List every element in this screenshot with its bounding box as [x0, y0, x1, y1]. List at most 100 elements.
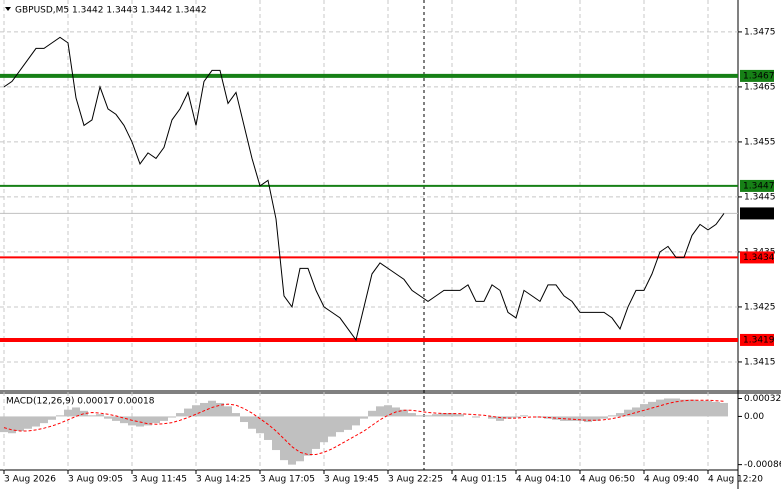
macd-bar	[48, 416, 56, 420]
macd-bar	[248, 416, 256, 429]
macd-bar	[376, 406, 384, 417]
signal-line	[3, 399, 725, 455]
macd-bar	[168, 416, 176, 418]
current-price-box	[740, 207, 774, 220]
macd-bar	[240, 416, 248, 423]
level-label-box	[740, 179, 774, 192]
macd-bar	[136, 416, 144, 427]
macd-bar	[16, 416, 24, 431]
x-tick-label: 4 Aug 12:20	[708, 475, 763, 485]
macd-bar	[144, 416, 152, 426]
macd-bar	[408, 413, 416, 417]
macd-bar	[128, 416, 136, 426]
x-tick-label: 3 Aug 17:05	[260, 475, 315, 485]
price-line	[3, 36, 725, 342]
y-tick-label: 1.3445	[744, 192, 776, 202]
macd-bar	[512, 416, 520, 418]
level-label-box	[740, 69, 774, 82]
macd-bar	[456, 414, 464, 417]
level-label-box	[740, 251, 774, 264]
macd-bar	[448, 413, 456, 417]
x-tick-label: 4 Aug 06:50	[580, 475, 635, 485]
macd-bar	[8, 416, 16, 434]
macd-bar	[288, 416, 296, 465]
macd-bar	[160, 416, 168, 421]
x-tick-label: 3 Aug 19:45	[324, 475, 379, 485]
macd-bar	[192, 405, 200, 417]
macd-bar	[504, 416, 512, 419]
macd-bar	[272, 416, 280, 451]
macd-bar	[496, 416, 504, 421]
y-tick-label: 1.3415	[744, 357, 776, 367]
macd-bar	[224, 406, 232, 417]
macd-bar	[64, 409, 72, 417]
macd-bar	[176, 413, 184, 417]
macd-bar	[416, 415, 424, 417]
level-label: 1.3434	[743, 253, 775, 263]
macd-title: MACD(12,26,9) 0.00017 0.00018	[6, 397, 155, 407]
macd-bar	[616, 413, 624, 417]
macd-bar	[608, 415, 616, 417]
macd-bar	[208, 400, 216, 417]
macd-bar	[520, 415, 528, 417]
level-label: 1.3467	[743, 71, 775, 81]
macd-bar	[400, 409, 408, 417]
macd-bar	[80, 410, 88, 417]
macd-bar	[312, 416, 320, 449]
macd-bar	[72, 407, 80, 417]
macd-bar	[120, 416, 128, 424]
macd-bar	[432, 414, 440, 417]
macd-bar	[40, 416, 48, 424]
macd-bar	[264, 416, 272, 440]
macd-bar	[352, 416, 360, 426]
macd-bar	[296, 416, 304, 462]
macd-bar	[576, 416, 584, 421]
macd-bar	[568, 416, 576, 421]
macd-bar	[656, 399, 664, 417]
macd-bar	[600, 416, 608, 419]
macd-bar	[584, 416, 592, 423]
macd-bar	[696, 400, 704, 417]
y-tick-label: 0.00032	[744, 394, 781, 404]
macd-bar	[424, 415, 432, 417]
macd-bar	[472, 416, 480, 418]
macd-bar	[88, 415, 96, 417]
y-tick-label: 1.3475	[744, 27, 776, 37]
macd-bar	[648, 401, 656, 417]
macd-bar	[680, 399, 688, 417]
y-tick-label: 1.3425	[744, 302, 776, 312]
chart-title: GBPUSD,M5 1.3442 1.3443 1.3442 1.3442	[15, 6, 207, 16]
level-label-box	[740, 333, 774, 346]
x-tick-label: 4 Aug 04:10	[516, 475, 571, 485]
current-price-label: 1.3442	[743, 209, 775, 219]
x-tick-label: 3 Aug 11:45	[132, 475, 187, 485]
macd-bar	[232, 413, 240, 417]
x-tick-label: 4 Aug 01:15	[452, 475, 507, 485]
macd-bar	[184, 408, 192, 417]
macd-bar	[280, 416, 288, 461]
macd-bar	[632, 407, 640, 417]
macd-bar	[344, 416, 352, 430]
macd-bar	[256, 416, 264, 434]
y-tick-label: 0.00	[744, 412, 764, 422]
macd-bar	[304, 416, 312, 456]
macd-bar	[624, 409, 632, 417]
level-label: 1.3447	[743, 181, 775, 191]
x-tick-label: 3 Aug 22:25	[388, 475, 443, 485]
macd-bar	[216, 402, 224, 417]
macd-bar	[24, 416, 32, 429]
x-tick-label: 4 Aug 09:40	[644, 475, 699, 485]
macd-bar	[152, 416, 160, 424]
macd-bar	[112, 416, 120, 421]
macd-bar	[96, 414, 104, 417]
macd-bar	[200, 402, 208, 417]
macd-bar	[688, 399, 696, 417]
y-tick-label: 1.3465	[744, 82, 776, 92]
x-tick-label: 3 Aug 09:05	[68, 475, 123, 485]
macd-bar	[712, 401, 720, 417]
macd-bar	[488, 416, 496, 419]
macd-bar	[320, 416, 328, 443]
macd-bar	[440, 413, 448, 417]
